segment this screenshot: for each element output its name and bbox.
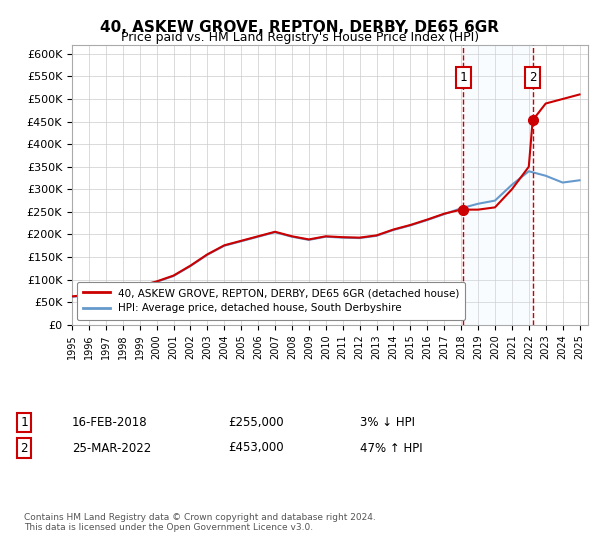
- Text: 3% ↓ HPI: 3% ↓ HPI: [360, 416, 415, 430]
- Text: £255,000: £255,000: [228, 416, 284, 430]
- Text: 1: 1: [460, 71, 467, 84]
- Text: 2: 2: [529, 71, 536, 84]
- Text: Price paid vs. HM Land Registry's House Price Index (HPI): Price paid vs. HM Land Registry's House …: [121, 31, 479, 44]
- Text: Contains HM Land Registry data © Crown copyright and database right 2024.
This d: Contains HM Land Registry data © Crown c…: [24, 512, 376, 532]
- Text: £453,000: £453,000: [228, 441, 284, 455]
- Text: 40, ASKEW GROVE, REPTON, DERBY, DE65 6GR: 40, ASKEW GROVE, REPTON, DERBY, DE65 6GR: [101, 20, 499, 35]
- Text: 16-FEB-2018: 16-FEB-2018: [72, 416, 148, 430]
- Legend: 40, ASKEW GROVE, REPTON, DERBY, DE65 6GR (detached house), HPI: Average price, d: 40, ASKEW GROVE, REPTON, DERBY, DE65 6GR…: [77, 282, 466, 320]
- Text: 47% ↑ HPI: 47% ↑ HPI: [360, 441, 422, 455]
- Text: 1: 1: [20, 416, 28, 430]
- Text: 25-MAR-2022: 25-MAR-2022: [72, 441, 151, 455]
- Text: 2: 2: [20, 441, 28, 455]
- Bar: [463, 45, 533, 325]
